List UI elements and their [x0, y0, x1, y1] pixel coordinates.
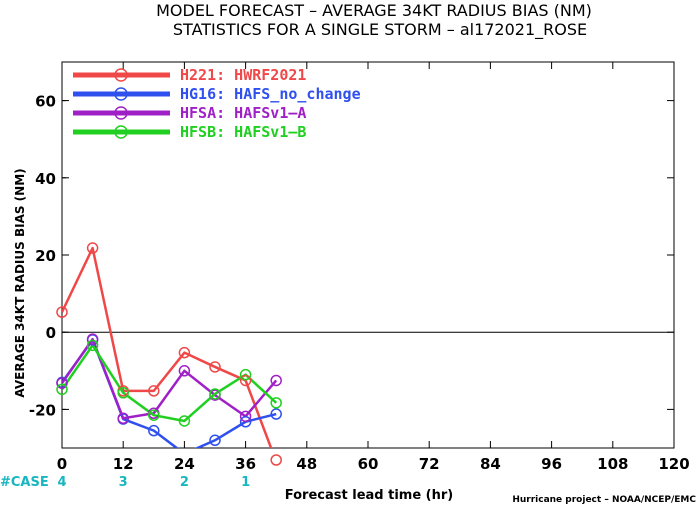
- legend-marker-3: [114, 125, 128, 139]
- y-tick-label: 0: [46, 324, 56, 342]
- case-count: 2: [180, 475, 189, 490]
- series-line-0: [62, 246, 273, 448]
- series-point-2: [178, 365, 191, 377]
- x-tick-label: 36: [235, 455, 256, 473]
- x-tick-label: 120: [658, 455, 689, 473]
- y-tick-label: 40: [35, 170, 56, 188]
- case-count: 4: [57, 475, 66, 490]
- chart-title: MODEL FORECAST – AVERAGE 34KT RADIUS BIA…: [156, 1, 592, 20]
- legend-label-1: HG16: HAFS_no_change: [180, 85, 361, 103]
- y-tick-label: 20: [35, 247, 56, 265]
- x-axis-label: Forecast lead time (hr): [285, 488, 453, 503]
- legend-marker-2: [114, 106, 128, 120]
- series-point-3: [209, 388, 221, 400]
- series-point-0: [148, 385, 160, 397]
- case-counts: #CASE 4 3 2 1: [0, 475, 250, 490]
- series-point-0: [178, 346, 191, 359]
- series-point-3: [86, 339, 99, 352]
- case-count: 3: [119, 475, 128, 490]
- x-tick-label: 12: [113, 455, 134, 473]
- series-point-3: [148, 409, 160, 421]
- y-tick-label: 60: [35, 93, 56, 111]
- x-tick-label: 0: [57, 455, 67, 473]
- axes: 0 12 24 36 48 60 72 84 96 108 120 -20 0 20 40 60: [29, 62, 690, 473]
- chart-subtitle: STATISTICS FOR A SINGLE STORM – al172021…: [173, 20, 587, 40]
- credit-text: Hurricane project – NOAA/NCEP/EMC: [512, 495, 696, 505]
- x-tick-label: 24: [174, 455, 195, 473]
- series-line-3: [62, 344, 278, 423]
- series-point-0: [239, 374, 252, 387]
- x-tick-label: 48: [296, 455, 317, 473]
- y-axis-label: AVERAGE 34KT RADIUS BIAS (NM): [13, 168, 27, 397]
- x-tick-label: 60: [358, 455, 379, 473]
- x-tick-label: 96: [541, 455, 562, 473]
- series-line-1: [62, 338, 277, 448]
- series-point-1: [239, 416, 252, 428]
- series-point-0: [56, 306, 68, 318]
- series-point-2: [270, 374, 282, 387]
- legend-label-2: HFSA: HAFSv1–A: [180, 104, 306, 122]
- series-point-2: [86, 333, 99, 345]
- series-point-3: [239, 368, 252, 381]
- series-point-2: [117, 412, 129, 425]
- series-point-3: [270, 397, 282, 409]
- series-point-0: [209, 361, 221, 373]
- series-point-3: [178, 415, 191, 427]
- legend-marker-1: [114, 87, 128, 101]
- x-tick-label: 84: [480, 455, 501, 473]
- series-layer: [62, 246, 278, 448]
- series-point-1: [148, 424, 160, 437]
- x-tick-label: 72: [419, 455, 440, 473]
- series-point-3: [117, 387, 129, 399]
- series-point-1: [209, 434, 221, 447]
- series-point-3: [56, 383, 68, 396]
- series-point-2: [239, 410, 252, 423]
- series-point-1: [270, 408, 282, 420]
- case-label: #CASE: [0, 475, 49, 490]
- markers-layer: [56, 242, 282, 466]
- legend-label-0: H221: HWRF2021: [180, 66, 306, 84]
- legend-label-3: HFSB: HAFSv1–B: [180, 123, 306, 141]
- case-count: 1: [241, 475, 250, 490]
- series-point-2: [56, 377, 68, 389]
- series-point-0: [270, 454, 282, 466]
- x-tick-label: 108: [597, 455, 628, 473]
- legend-marker-0: [114, 68, 128, 82]
- y-tick-label: -20: [29, 401, 56, 419]
- series-point-0: [86, 242, 99, 254]
